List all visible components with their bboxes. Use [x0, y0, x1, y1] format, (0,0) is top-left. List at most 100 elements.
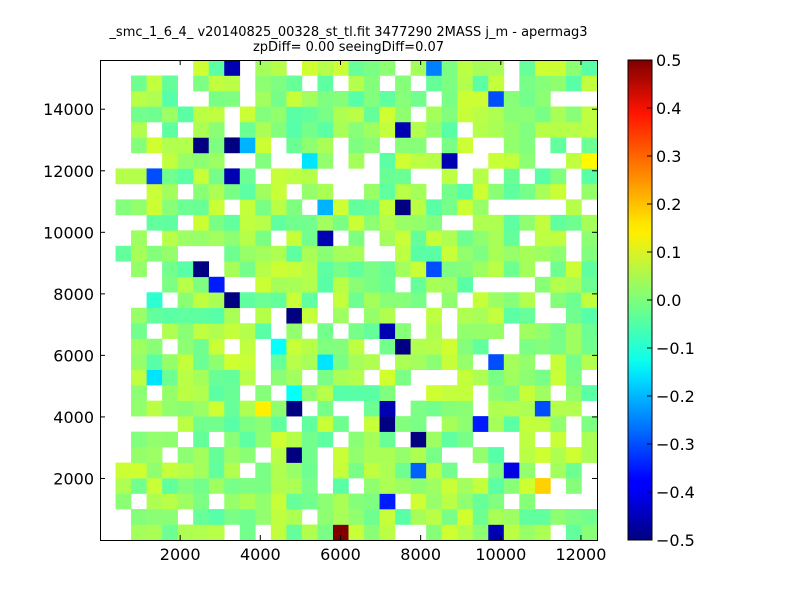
heatmap-cell — [270, 354, 287, 370]
heatmap-cell — [395, 261, 411, 278]
heatmap-cell — [255, 400, 272, 417]
heatmap-cell — [395, 354, 411, 370]
heatmap-cell — [441, 493, 458, 510]
heatmap-cell — [519, 416, 536, 432]
heatmap-cell — [208, 137, 225, 154]
heatmap-cell — [177, 261, 194, 278]
heatmap-cell — [441, 416, 458, 432]
heatmap-cell — [565, 292, 582, 309]
heatmap-cell — [162, 121, 178, 138]
heatmap-cell — [565, 400, 582, 417]
heatmap-cell — [519, 121, 536, 138]
heatmap-cell — [239, 168, 256, 185]
heatmap-cell — [379, 509, 396, 525]
heatmap-cell — [332, 385, 349, 401]
heatmap-cell — [286, 137, 303, 154]
heatmap-cell — [348, 323, 365, 340]
heatmap-cell — [364, 447, 380, 463]
heatmap-cell — [286, 75, 303, 92]
heatmap-cell — [301, 230, 318, 247]
heatmap-cell — [286, 338, 303, 355]
heatmap-cell — [581, 183, 598, 200]
heatmap-cell — [472, 230, 489, 247]
heatmap-cell — [317, 90, 334, 107]
heatmap-cell — [488, 478, 505, 494]
heatmap-cell — [519, 152, 536, 169]
heatmap-cell — [224, 354, 241, 370]
heatmap-cell — [488, 90, 505, 107]
heatmap-cell — [301, 137, 318, 154]
heatmap-cell — [208, 400, 225, 417]
heatmap-cell — [426, 431, 442, 448]
heatmap-cell — [177, 354, 194, 370]
heatmap-cell — [457, 245, 474, 262]
heatmap-cell — [301, 121, 318, 138]
heatmap-cell — [131, 168, 147, 185]
heatmap-cell — [193, 276, 210, 293]
heatmap-cell — [146, 400, 163, 417]
heatmap-cell — [364, 400, 380, 417]
heatmap-cell — [426, 338, 442, 355]
heatmap-cell — [581, 60, 598, 76]
heatmap-cell — [146, 199, 163, 216]
heatmap-cell — [565, 276, 582, 293]
heatmap-cell — [131, 75, 147, 92]
heatmap-cell — [550, 168, 567, 185]
heatmap-cell — [270, 106, 287, 123]
heatmap-cell — [270, 121, 287, 138]
heatmap-cell — [239, 137, 256, 154]
heatmap-cell — [565, 323, 582, 340]
heatmap-cell — [224, 462, 241, 479]
heatmap-cell — [208, 60, 225, 76]
heatmap-cell — [193, 261, 210, 278]
heatmap-cell — [332, 60, 349, 76]
heatmap-cell — [581, 168, 598, 185]
heatmap-cell — [177, 478, 194, 494]
heatmap-cell — [317, 354, 334, 370]
heatmap-cell — [379, 385, 396, 401]
heatmap-cell — [395, 90, 411, 107]
heatmap-cell — [472, 493, 489, 510]
heatmap-cell — [224, 75, 241, 92]
heatmap-cell — [224, 214, 241, 231]
heatmap-cell — [519, 90, 536, 107]
heatmap-cell — [115, 478, 132, 494]
heatmap-cell — [224, 447, 241, 463]
colorbar-tick-label: −0.5 — [656, 531, 695, 550]
heatmap-cell — [208, 230, 225, 247]
heatmap-cell — [317, 369, 334, 386]
y-tick-label: 8000 — [53, 285, 94, 304]
heatmap-cell — [550, 137, 567, 154]
heatmap-cell — [224, 90, 241, 107]
heatmap-cell — [519, 447, 536, 463]
heatmap-cell — [286, 106, 303, 123]
heatmap-cell — [255, 121, 272, 138]
heatmap-cell — [503, 152, 520, 169]
heatmap-cell — [348, 106, 365, 123]
heatmap-cell — [472, 214, 489, 231]
heatmap-cell — [534, 245, 551, 262]
heatmap-cell — [146, 493, 163, 510]
heatmap-cell — [255, 431, 272, 448]
heatmap-cell — [208, 90, 225, 107]
heatmap-cell — [581, 276, 598, 293]
heatmap-cell — [364, 385, 380, 401]
heatmap-cell — [426, 524, 442, 541]
heatmap-cell — [472, 478, 489, 494]
heatmap-cell — [550, 75, 567, 92]
heatmap-cell — [348, 261, 365, 278]
heatmap-cell — [581, 106, 598, 123]
chart-subtitle: zpDiff= 0.00 seeingDiff=0.07 — [252, 40, 445, 55]
heatmap-cell — [131, 369, 147, 386]
heatmap-cell — [488, 152, 505, 169]
heatmap-cell — [348, 214, 365, 231]
heatmap-cell — [208, 509, 225, 525]
heatmap-cell — [162, 276, 178, 293]
heatmap-cell — [317, 385, 334, 401]
heatmap-cell — [348, 509, 365, 525]
heatmap-cell — [348, 292, 365, 309]
heatmap-cell — [255, 75, 272, 92]
heatmap-cell — [348, 493, 365, 510]
heatmap-cell — [364, 199, 380, 216]
